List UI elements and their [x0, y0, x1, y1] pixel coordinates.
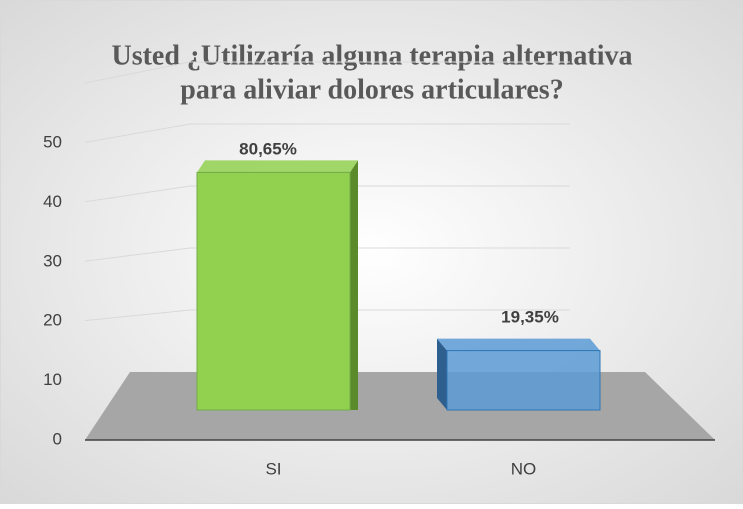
y-tick-label: 10 — [43, 370, 62, 389]
grid-line — [84, 123, 191, 143]
bar-top — [197, 160, 358, 173]
bar — [196, 171, 351, 411]
x-tick-label: SI — [265, 459, 281, 478]
chart-title: Usted ¿Utilizaría alguna terapia alterna… — [111, 40, 632, 71]
chart-title: para aliviar dolores articulares? — [180, 74, 563, 105]
y-tick-label: 40 — [43, 192, 62, 211]
grid-line — [84, 247, 191, 262]
bar-top — [437, 338, 600, 351]
y-tick-label: 30 — [43, 251, 62, 270]
grid-line — [84, 185, 191, 203]
bar-side — [437, 338, 447, 410]
x-tick-label: NO — [511, 459, 537, 478]
y-tick-label: 0 — [53, 429, 62, 448]
y-tick-label: 20 — [43, 311, 62, 330]
bar-side — [350, 160, 358, 410]
floor — [85, 372, 715, 440]
data-label: 19,35% — [501, 307, 559, 326]
grid-line — [84, 61, 191, 84]
bar — [446, 350, 601, 411]
grid-line — [84, 309, 191, 322]
y-tick-label: 50 — [43, 132, 62, 151]
data-label: 80,65% — [239, 139, 297, 158]
